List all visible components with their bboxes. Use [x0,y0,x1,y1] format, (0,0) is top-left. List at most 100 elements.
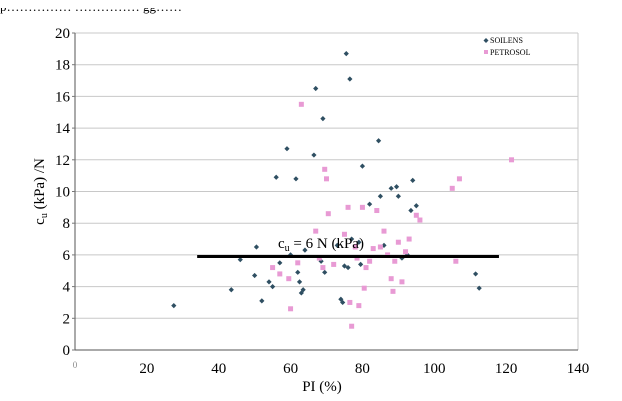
soilens-point [359,163,366,169]
petrosol-point [390,288,396,294]
soilens-point [273,174,279,180]
petrosol-point [388,276,394,282]
soilens-point [253,244,260,250]
petrosol-point [359,204,365,210]
soilens-point [295,269,301,275]
soilens-point [252,272,258,279]
soilens-point [340,299,346,306]
petrosol-point [295,260,301,266]
soilens-point [296,279,303,285]
soilens-point [302,247,308,253]
y-tick-label: 0 [63,343,71,359]
petrosol-point [395,239,401,245]
soilens-point [473,271,479,277]
soilens-point [171,303,177,309]
soilens-point [347,76,353,82]
petrosol-point [363,265,369,271]
soilens-point [313,85,319,92]
reference-line-group: cu = 6 N (kPa) [197,236,499,258]
y-tick-label: 8 [63,216,71,232]
petrosol-point [345,204,351,210]
soilens-point [349,236,355,242]
petrosol-point [453,258,459,264]
soilens-point [393,184,400,190]
petrosol-point [347,299,353,305]
petrosol-point [417,217,423,223]
soilens-point [284,146,290,152]
soilens-point [345,264,351,271]
tick-labels: 0 2 4 6 8 10 12 14 16 18 20 0 20 40 60 80 100 120 140 [55,26,589,377]
soilens-point [375,138,382,144]
petrosol-point [361,285,367,291]
legend-label: PETROSOL [490,48,531,57]
soilens-point [388,185,394,191]
soilens-point [343,51,349,57]
petrosol-point [322,166,328,172]
x-axis-label: PI (%) [302,379,342,395]
soilens-point [367,201,373,207]
soilens-point [408,207,414,214]
petrosol-point [381,228,387,234]
y-tick-label: 20 [55,26,70,42]
legend: SOILENS PETROSOL [483,36,531,57]
petrosol-point [403,249,409,255]
x-tick-label: 60 [283,361,298,377]
y-axis-label: cu (kPa) /N [32,158,50,225]
petrosol-point [456,176,462,182]
soilens-point [237,257,243,263]
soilens-point [413,203,419,209]
petrosol-point [385,252,391,258]
soilens-point [320,115,326,122]
y-tick-label: 14 [55,121,71,137]
y-tick-label: 16 [55,89,71,105]
legend-marker-soilens [483,38,489,43]
soilens-point [476,285,482,291]
soilens-point [322,269,328,275]
legend-label: SOILENS [490,36,523,45]
petrosol-point [377,244,383,250]
soilens-point [266,279,272,285]
x-tick-label: 140 [567,361,590,377]
petrosol-point [413,212,419,218]
soilens-point [270,284,276,290]
y-tick-label: 2 [63,311,71,327]
x-tick-label: 100 [423,361,446,377]
soilens-point [300,287,306,293]
petrosol-point [352,244,358,250]
soilens-point [410,177,416,184]
soilens-point [259,298,265,304]
petrosol-point [392,258,398,264]
y-tick-label: 6 [63,248,71,264]
soilens-point [395,193,401,199]
petrosol-point [370,246,376,252]
y-tick-label: 10 [55,185,70,201]
petrosol-point [349,323,355,329]
x-tick-label: 40 [211,361,226,377]
petrosol-point [356,303,362,309]
petrosol-point [316,255,322,261]
petrosol-point [374,208,380,214]
soilens-point [287,252,294,258]
soilens-point [338,296,344,302]
data-points [171,51,515,329]
soilens-point [334,242,340,248]
petrosol-point [449,185,455,191]
petrosol-point [509,157,515,163]
petrosol-point [367,258,373,264]
soilens-point [377,193,383,199]
x-tick-label: 20 [139,361,154,377]
soilens-point [277,260,283,266]
petrosol-point [341,231,347,237]
soilens-point [293,176,299,182]
soilens-point [356,239,362,245]
x-tick-label: 0 [73,360,78,370]
y-tick-label: 12 [55,153,70,169]
petrosol-point [270,265,276,271]
x-tick-label: 120 [495,361,518,377]
petrosol-point [313,228,319,234]
caption-fragment: p…………… …………… gg…… [0,0,182,14]
petrosol-point [288,306,294,312]
petrosol-point [331,261,337,267]
petrosol-point [298,101,304,107]
